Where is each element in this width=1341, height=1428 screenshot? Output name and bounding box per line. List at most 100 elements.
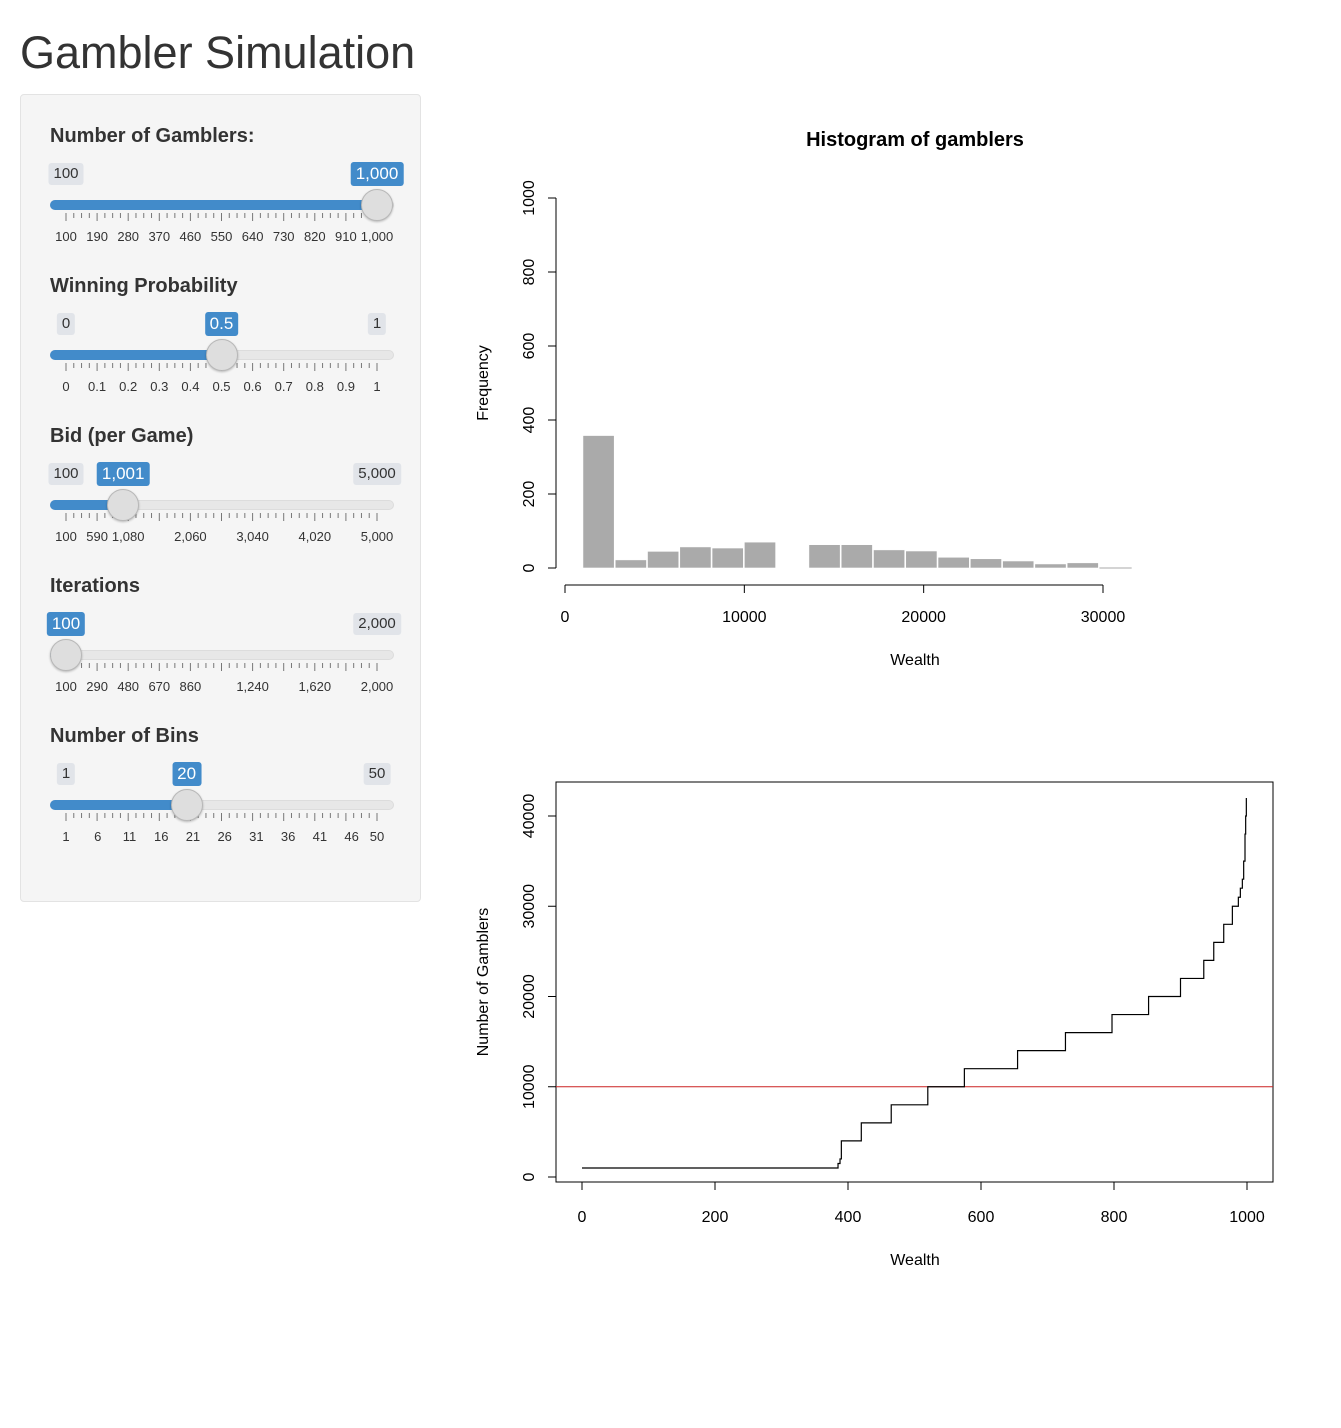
slider-tick-label: 41	[312, 829, 328, 844]
histogram-bar	[808, 544, 841, 569]
slider-tick-label: 910	[335, 229, 357, 244]
slider-fill	[50, 200, 377, 210]
slider-label: Number of Gamblers:	[50, 125, 255, 147]
y-tick-label: 30000	[521, 884, 538, 929]
slider-tick-label: 50	[369, 829, 385, 844]
slider-bins[interactable]: Number of Bins 1 50 20 1 6 11 16 21 26 31 36 41 46 50	[21, 725, 421, 855]
histogram-bar	[905, 550, 938, 569]
x-tick-label: 30000	[1081, 609, 1126, 626]
x-tick-label: 200	[702, 1209, 729, 1226]
slider-tick-label: 0.4	[181, 379, 200, 394]
slider-fill	[50, 350, 222, 360]
y-tick-label: 40000	[521, 794, 538, 839]
slider-tick-label: 730	[272, 229, 295, 244]
x-axis-label: Wealth	[890, 1252, 940, 1269]
slider-bid[interactable]: Bid (per Game) 100 5,000 1,001 100 590 1,080 2,…	[21, 425, 421, 555]
histogram-bar	[582, 435, 615, 569]
slider-handle[interactable]	[50, 639, 82, 671]
slider-min-badge: 100	[48, 163, 84, 185]
slider-label: Iterations	[50, 575, 141, 597]
slider-tick-label: 21	[185, 829, 201, 844]
slider-tick-label: 1,240	[236, 679, 269, 694]
histogram-bar	[711, 547, 744, 569]
slider-tick-label: 640	[241, 229, 264, 244]
slider-min-badge: 1	[56, 763, 76, 785]
histogram-bar	[873, 549, 906, 569]
slider-tick-label: 0.8	[305, 379, 324, 394]
slider-tick-label: 26	[217, 829, 232, 844]
slider-tick-label: 0.2	[119, 379, 138, 394]
slider-prob[interactable]: Winning Probability 0 1 0.5 0 0.1 0.2 0.3 0.4 0.5…	[21, 275, 421, 405]
slider-handle[interactable]	[205, 339, 238, 371]
slider-ticks	[65, 663, 378, 671]
slider-handle[interactable]	[107, 489, 140, 521]
slider-value-badge: 1,000	[350, 162, 404, 186]
chart-title: Histogram of gamblers	[806, 129, 1024, 151]
y-tick-label: 800	[521, 259, 538, 286]
slider-tick-label: 11	[122, 829, 137, 844]
x-tick-label: 400	[835, 1209, 862, 1226]
slider-label: Winning Probability	[50, 275, 238, 297]
histogram-bar	[937, 556, 970, 569]
slider-tick-label: 2,000	[360, 679, 394, 694]
slider-tick-label: 0.9	[336, 379, 355, 394]
x-tick-label: 1000	[1229, 1209, 1265, 1226]
slider-value-badge: 1,001	[96, 462, 150, 486]
x-tick-label: 800	[1101, 1209, 1128, 1226]
slider-tick-label: 100	[55, 529, 77, 544]
slider-max-badge: 5,000	[353, 463, 401, 485]
slider-tick-label: 860	[179, 679, 202, 694]
slider-value-badge: 0.5	[204, 312, 239, 336]
slider-tick-label: 100	[55, 229, 77, 244]
slider-handle[interactable]	[170, 789, 203, 821]
slider-handle[interactable]	[361, 189, 393, 221]
slider-tick-label: 190	[86, 229, 108, 244]
slider-tick-label: 1	[373, 379, 381, 394]
slider-min-badge: 0	[56, 313, 76, 335]
slider-tick-label: 460	[179, 229, 202, 244]
step-line	[582, 797, 1247, 1169]
y-axis-label: Frequency	[475, 345, 492, 421]
slider-tick-label: 0.3	[150, 379, 169, 394]
slider-tick-label: 1,080	[111, 529, 145, 544]
slider-tick-label: 1,620	[298, 679, 332, 694]
slider-tick-label: 370	[148, 229, 171, 244]
slider-tick-label: 0.1	[88, 379, 107, 394]
slider-tick-label: 31	[249, 829, 264, 844]
slider-label: Bid (per Game)	[50, 425, 194, 447]
slider-ticks	[65, 363, 378, 371]
histogram-bar	[1034, 563, 1067, 569]
y-tick-label: 0	[521, 1172, 538, 1181]
slider-tick-label: 3,040	[236, 529, 269, 544]
slider-tick-label: 36	[280, 829, 296, 844]
slider-tick-label: 820	[303, 229, 326, 244]
slider-tick-label: 5,000	[360, 529, 394, 544]
histogram-bar	[744, 541, 776, 569]
slider-tick-label: 590	[86, 529, 108, 544]
histogram-bar	[1066, 562, 1099, 569]
y-tick-label: 1000	[521, 180, 538, 216]
slider-tick-label: 0.7	[274, 379, 293, 394]
wealth-step-chart: 0 10000 20000 30000 40000 0 200 400 600 800 1000 We…	[475, 781, 1274, 1269]
histogram-bar	[647, 551, 680, 569]
slider-tick-label: 480	[117, 679, 140, 694]
plot-box	[555, 781, 1274, 1183]
slider-tick-label: 2,060	[174, 529, 207, 544]
slider-gamblers[interactable]: Number of Gamblers: 100 1,000 100 190 280 370 4…	[21, 125, 421, 255]
x-tick-label: 0	[578, 1209, 587, 1226]
x-tick-label: 600	[968, 1209, 995, 1226]
sidebar-panel: Number of Gamblers: 100 1,000 100 190 280 370 4…	[20, 94, 421, 902]
histogram-bar	[840, 544, 873, 569]
slider-track[interactable]	[50, 650, 394, 660]
y-tick-label: 600	[521, 333, 538, 360]
slider-tick-label: 0.6	[243, 379, 262, 394]
slider-tick-label: 1,000	[360, 229, 394, 244]
slider-tick-label: 100	[55, 679, 77, 694]
slider-value-badge: 100	[46, 612, 86, 636]
slider-iter[interactable]: Iterations 2,000 100 100 290 480 670 860 1,240 1,…	[21, 575, 421, 705]
slider-tick-label: 280	[117, 229, 140, 244]
y-tick-label: 20000	[521, 974, 538, 1019]
y-axis-label: Number of Gamblers	[475, 908, 492, 1057]
slider-fill	[50, 800, 187, 810]
